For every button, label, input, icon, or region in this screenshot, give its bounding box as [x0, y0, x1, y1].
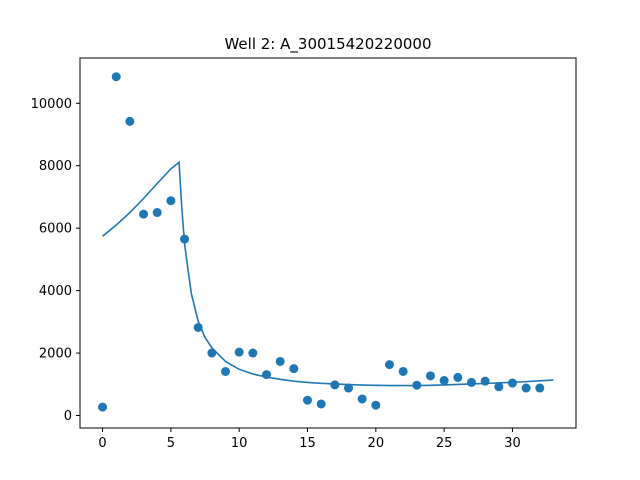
data-point — [275, 356, 285, 366]
data-point — [425, 371, 435, 381]
data-point — [453, 372, 463, 382]
data-point — [166, 196, 176, 206]
data-point — [398, 366, 408, 376]
data-point — [111, 72, 121, 82]
x-tick-label: 0 — [98, 436, 106, 451]
data-point — [221, 366, 231, 376]
y-tick-label: 10000 — [31, 97, 72, 112]
data-point — [371, 400, 381, 410]
data-point — [494, 382, 504, 392]
axes-frame — [79, 57, 577, 429]
x-tick-label: 10 — [231, 436, 248, 451]
data-point — [98, 402, 108, 412]
data-point — [248, 348, 258, 358]
x-tick-label: 20 — [368, 436, 385, 451]
x-axis: 0 5 10 15 20 25 30 — [98, 428, 521, 451]
data-point — [303, 395, 312, 405]
x-tick-label: 5 — [167, 436, 175, 451]
y-tick-label: 8000 — [39, 159, 72, 174]
y-tick-label: 2000 — [39, 347, 72, 362]
data-point — [439, 376, 449, 386]
data-point — [316, 399, 326, 409]
data-point — [330, 380, 340, 390]
x-tick-label: 15 — [299, 436, 316, 451]
y-tick-label: 4000 — [39, 284, 72, 299]
data-point — [139, 209, 149, 219]
data-point — [357, 394, 367, 404]
x-tick-label: 30 — [504, 436, 521, 451]
data-point — [152, 208, 162, 218]
chart-title: Well 2: A_30015420220000 — [224, 35, 431, 54]
data-point — [289, 364, 299, 374]
data-point — [466, 377, 476, 387]
plot-area — [98, 72, 554, 412]
data-point — [344, 383, 353, 393]
y-tick-label: 6000 — [39, 222, 72, 237]
y-tick-label: 0 — [64, 409, 72, 424]
fit-curve-line — [102, 160, 554, 387]
data-point — [535, 383, 545, 393]
data-point — [521, 383, 531, 393]
data-point — [384, 360, 394, 370]
y-axis: 0 2000 4000 6000 8000 10000 — [31, 97, 80, 424]
data-point — [125, 116, 135, 126]
data-point — [234, 347, 244, 357]
x-tick-label: 25 — [436, 436, 453, 451]
